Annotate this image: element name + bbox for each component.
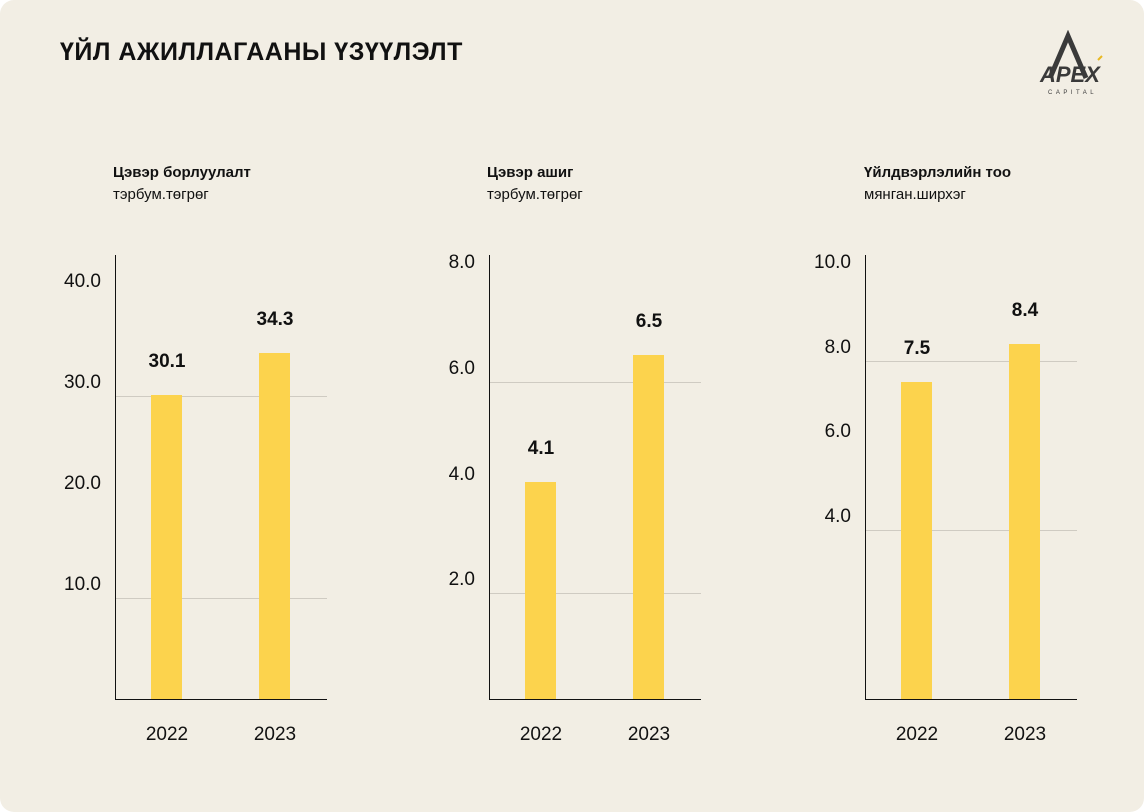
svg-text:APEX: APEX: [1039, 62, 1101, 87]
svg-text:CAPITAL: CAPITAL: [1048, 90, 1097, 96]
gridline: [116, 396, 327, 398]
x-tick-label: 2022: [895, 724, 939, 745]
gridline: [866, 529, 1077, 531]
x-tick-label: 2023: [1003, 724, 1047, 745]
value-label: 6.5: [635, 311, 663, 333]
y-tick-label: 30.0: [64, 372, 101, 394]
y-tick-label: 4.0: [824, 505, 851, 527]
apex-capital-logo: APEX CAPITAL: [1039, 30, 1103, 96]
bar-2023: [1009, 343, 1040, 699]
x-axis: [865, 699, 1077, 700]
y-tick-label: 6.0: [448, 357, 475, 379]
bar-2022: [151, 395, 182, 699]
x-tick-label: 2023: [627, 724, 671, 745]
y-tick-label: 10.0: [64, 574, 101, 596]
gridline: [116, 598, 327, 600]
value-label: 30.1: [148, 351, 186, 373]
y-axis: [865, 255, 866, 699]
y-axis: [115, 255, 116, 699]
chart-title: Цэвэр борлуулалт: [113, 164, 251, 181]
value-label: 34.3: [256, 308, 294, 330]
bar-2022: [901, 381, 932, 699]
y-tick-label: 8.0: [448, 252, 475, 274]
x-tick-label: 2022: [145, 724, 189, 745]
chart-title: Цэвэр ашиг: [487, 164, 574, 181]
bar-2023: [259, 352, 290, 699]
page-title: ҮЙЛ АЖИЛЛАГААНЫ ҮЗҮҮЛЭЛТ: [60, 38, 463, 66]
y-tick-label: 4.0: [448, 463, 475, 485]
bar-2023: [633, 355, 664, 699]
x-axis: [115, 699, 327, 700]
chart-subtitle: мянган.ширхэг: [864, 186, 966, 203]
bar-2022: [525, 482, 556, 699]
gridline: [490, 381, 701, 383]
y-tick-label: 6.0: [824, 421, 851, 443]
gridline: [866, 360, 1077, 362]
y-tick-label: 40.0: [64, 271, 101, 293]
value-label: 4.1: [527, 438, 555, 460]
value-label: 8.4: [1011, 299, 1039, 321]
y-tick-label: 10.0: [814, 252, 851, 274]
x-axis: [489, 699, 701, 700]
y-tick-label: 20.0: [64, 473, 101, 495]
value-label: 7.5: [903, 337, 931, 359]
x-tick-label: 2022: [519, 724, 563, 745]
y-tick-label: 8.0: [824, 336, 851, 358]
gridline: [490, 593, 701, 595]
x-tick-label: 2023: [253, 724, 297, 745]
chart-title: Үйлдвэрлэлийн тоо: [864, 164, 1012, 181]
chart-subtitle: тэрбум.төгрөг: [487, 186, 583, 203]
y-tick-label: 2.0: [448, 569, 475, 591]
chart-subtitle: тэрбум.төгрөг: [113, 186, 209, 203]
y-axis: [489, 255, 490, 699]
